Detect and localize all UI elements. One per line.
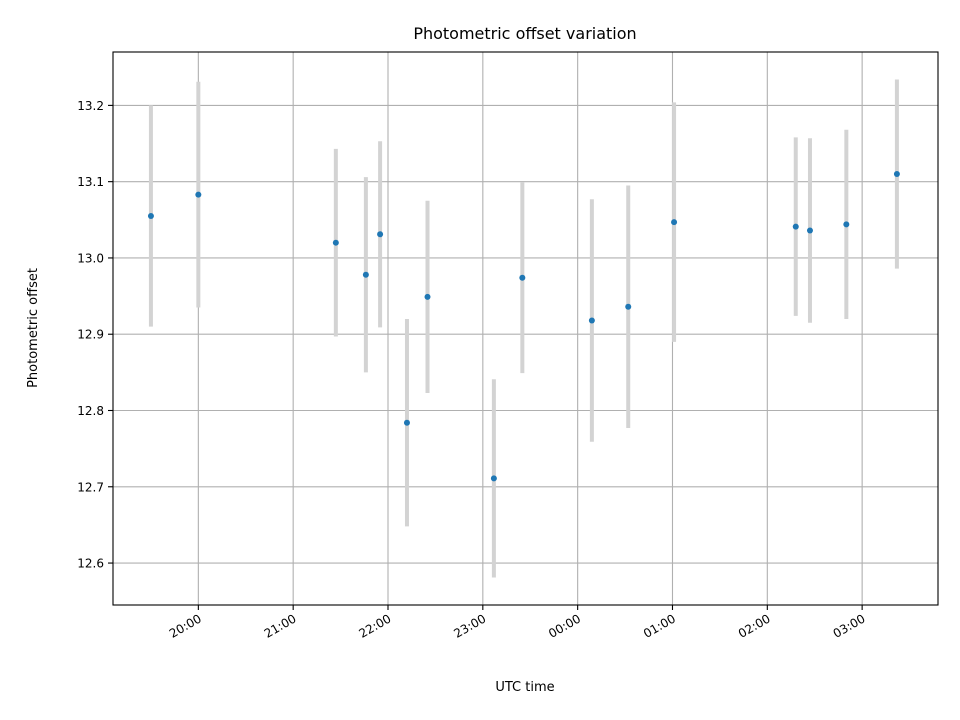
data-point — [893, 171, 900, 178]
data-point — [332, 239, 339, 246]
data-point — [377, 231, 384, 238]
plot-frame — [112, 51, 939, 606]
data-point — [671, 219, 678, 226]
chart-title: Photometric offset variation — [413, 24, 636, 43]
y-tick-label: 12.8 — [77, 404, 104, 418]
y-tick-label: 13.2 — [77, 99, 104, 113]
data-point — [490, 475, 497, 482]
y-tick-label: 12.9 — [77, 328, 104, 342]
data-points — [147, 171, 900, 482]
y-tick-label: 12.7 — [77, 480, 104, 494]
data-point — [403, 419, 410, 426]
grid — [113, 52, 938, 605]
y-axis: 12.6 12.7 12.8 12.9 13.0 13.1 13.2 — [77, 99, 113, 571]
x-axis-label: UTC time — [495, 680, 554, 695]
data-point — [424, 293, 431, 300]
y-tick-label: 12.6 — [77, 557, 104, 571]
data-point — [195, 191, 202, 198]
data-point — [362, 271, 369, 278]
data-point — [843, 221, 850, 228]
data-point — [806, 227, 813, 234]
y-tick-label: 13.1 — [77, 175, 104, 189]
data-point — [792, 223, 799, 230]
y-axis-label: Photometric offset — [26, 268, 41, 388]
data-point — [519, 274, 526, 281]
data-point — [588, 317, 595, 324]
data-point — [147, 212, 154, 219]
y-tick-label: 13.0 — [77, 251, 104, 265]
data-point — [625, 303, 632, 310]
